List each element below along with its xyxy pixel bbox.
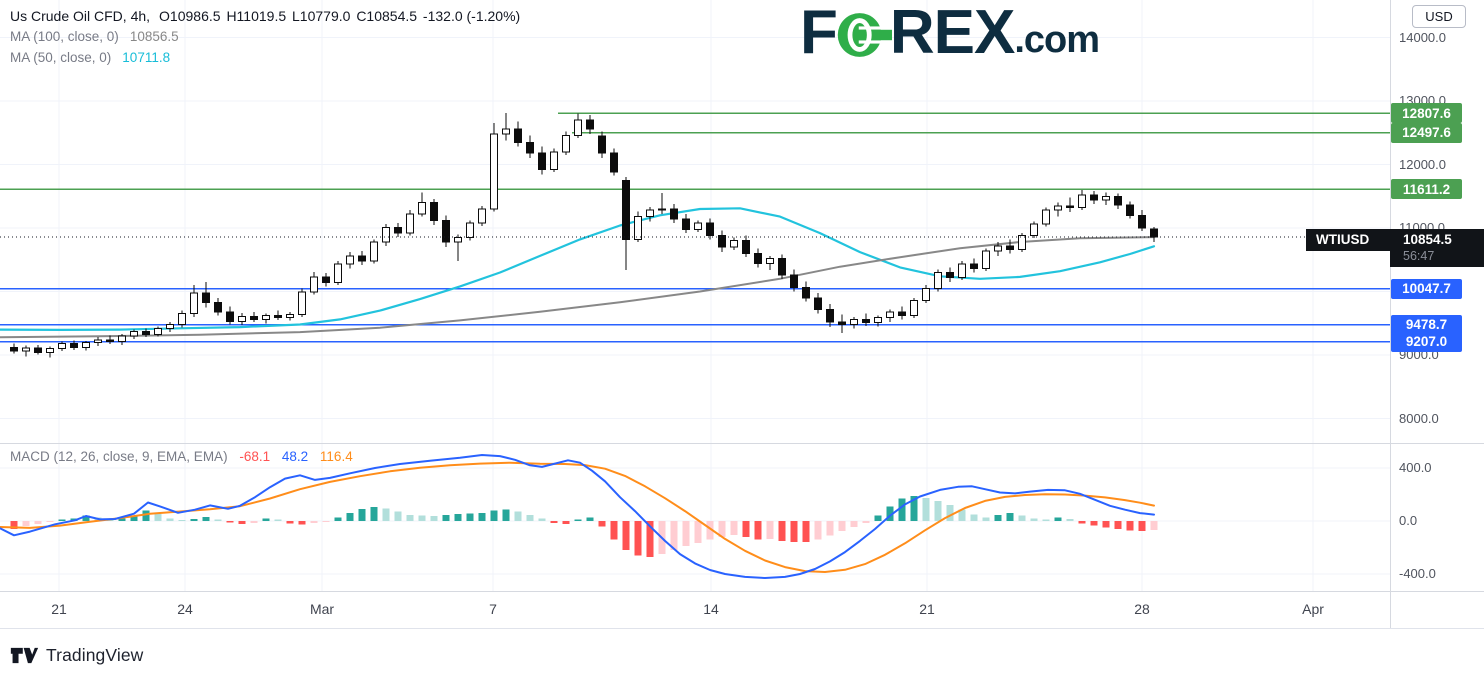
forex-com-logo: F REX .com xyxy=(800,0,1100,67)
chart-legend: Us Crude Oil CFD, 4h, O10986.5 H11019.5 … xyxy=(10,6,520,68)
time-tick-label: 7 xyxy=(489,601,497,617)
tradingview-branding[interactable]: TradingView xyxy=(10,645,143,666)
macd-tick-label: 0.0 xyxy=(1399,513,1418,528)
ma50-label: MA (50, close, 0) xyxy=(10,50,112,65)
close-value: C10854.5 xyxy=(356,8,418,24)
candlestick-series xyxy=(10,113,1158,358)
price-tick-label: 12000.0 xyxy=(1399,156,1446,172)
time-axis-scale[interactable]: 21 24 Mar 7 14 21 28 Apr xyxy=(0,592,1390,628)
change-value: -132.0 (-1.20%) xyxy=(422,8,521,24)
support-price-badge: 10047.7 xyxy=(1391,278,1462,299)
symbol-title[interactable]: Us Crude Oil CFD, 4h, xyxy=(10,8,151,24)
macd-signal-value: 116.4 xyxy=(319,449,353,464)
macd-pane-canvas[interactable] xyxy=(0,443,1390,591)
ma50-value: 10711.8 xyxy=(122,50,171,65)
resistance-price-badge: 11611.2 xyxy=(1391,179,1462,200)
time-tick-label: 14 xyxy=(703,601,719,617)
macd-tick-label: -400.0 xyxy=(1399,566,1436,581)
price-level-lines xyxy=(0,112,1390,343)
resistance-price-badge: 12807.6 xyxy=(1391,103,1462,124)
macd-tick-label: 400.0 xyxy=(1399,460,1432,475)
time-tick-label: 21 xyxy=(51,601,67,617)
price-tick-label: 8000.0 xyxy=(1399,410,1439,426)
logo-letters-rex: REX xyxy=(889,0,1015,67)
resistance-price-badge: 12497.6 xyxy=(1391,122,1462,143)
bar-countdown: 56:47 xyxy=(1403,249,1435,264)
price-pane-canvas[interactable] xyxy=(0,0,1390,443)
open-value: O10986.5 xyxy=(159,8,221,24)
currency-toggle-button[interactable]: USD xyxy=(1412,5,1466,28)
pane-separator[interactable] xyxy=(0,443,1484,444)
macd-label: MACD (12, 26, close, 9, EMA, EMA) xyxy=(10,449,228,464)
time-tick-label: 21 xyxy=(919,601,935,617)
time-tick-label: 24 xyxy=(177,601,193,617)
price-tick-label: 14000.0 xyxy=(1399,29,1446,45)
price-axis-border xyxy=(1390,0,1391,628)
macd-signal-lines xyxy=(0,454,1155,579)
support-price-badge: 9478.7 xyxy=(1391,314,1462,335)
macd-line-value: 48.2 xyxy=(281,449,309,464)
ohlc-values: O10986.5 H11019.5 L10779.0 C10854.5 -132… xyxy=(157,6,520,26)
last-price-label: WTIUSD 10854.5 56:47 xyxy=(1306,229,1484,268)
tradingview-name: TradingView xyxy=(46,645,144,665)
time-tick-label: Mar xyxy=(309,601,335,617)
low-value: L10779.0 xyxy=(292,8,351,24)
last-price-value: 10854.5 xyxy=(1403,232,1452,248)
tradingview-logo-icon xyxy=(10,645,39,666)
forex-coin-icon xyxy=(836,6,892,64)
support-price-badge: 9207.0 xyxy=(1391,331,1462,352)
macd-histogram xyxy=(10,495,1158,557)
ma100-legend[interactable]: MA (100, close, 0) 10856.5 xyxy=(10,27,520,47)
high-value: H11019.5 xyxy=(226,8,287,24)
ma100-label: MA (100, close, 0) xyxy=(10,29,119,44)
time-tick-label: Apr xyxy=(1302,601,1324,617)
logo-letter-f: F xyxy=(800,0,838,67)
chart-bottom-border xyxy=(0,628,1484,629)
last-price-symbol: WTIUSD xyxy=(1306,229,1390,252)
price-axis-scale[interactable]: USD 14000.013000.012000.011000.010000.09… xyxy=(1391,0,1484,628)
time-axis-separator xyxy=(0,591,1484,592)
ma50-legend[interactable]: MA (50, close, 0) 10711.8 xyxy=(10,48,520,68)
macd-legend[interactable]: MACD (12, 26, close, 9, EMA, EMA) -68.1 … xyxy=(10,449,353,464)
time-tick-label: 28 xyxy=(1134,601,1150,617)
ma100-value: 10856.5 xyxy=(129,29,179,44)
macd-hist-value: -68.1 xyxy=(239,449,271,464)
logo-dotcom: .com xyxy=(1014,19,1100,61)
